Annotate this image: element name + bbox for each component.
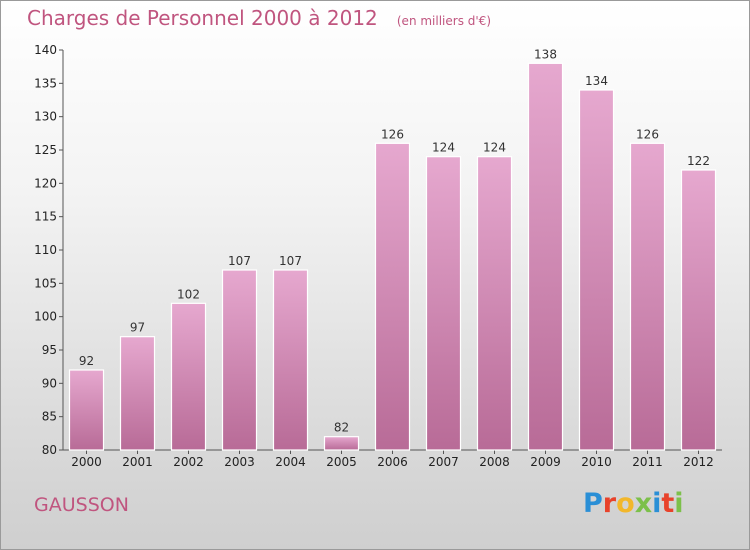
logo-letter: x [634,488,653,519]
x-tick-label: 2003 [224,455,255,469]
x-tick-label: 2000 [71,455,102,469]
bar-2005 [323,436,360,451]
data-label: 124 [483,141,506,155]
y-tick-label: 90 [42,376,57,390]
bar-2009 [527,62,564,451]
y-tick-label: 120 [34,176,57,190]
x-tick-label: 2010 [581,455,612,469]
bar-2008 [476,156,513,451]
logo-letter: t [661,488,675,519]
y-tick-label: 100 [34,310,57,324]
bar-2002 [170,302,207,451]
data-label: 122 [687,154,710,168]
data-label: 97 [130,321,145,335]
x-tick-label: 2008 [479,455,510,469]
data-label: 126 [381,127,404,141]
x-tick-label: 2001 [122,455,153,469]
data-label: 92 [79,354,94,368]
bar-2001 [119,336,156,451]
data-label: 102 [177,287,200,301]
x-tick-label: 2006 [377,455,408,469]
x-tick-label: 2012 [683,455,714,469]
data-label: 107 [228,254,251,268]
data-label: 138 [534,47,557,61]
y-tick-label: 85 [42,410,57,424]
proxiti-logo[interactable]: Proxiti [583,488,684,519]
bar-2004 [272,269,309,451]
bar-2003 [221,269,258,451]
x-tick-label: 2005 [326,455,357,469]
x-tick-label: 2009 [530,455,561,469]
y-tick-label: 110 [34,243,57,257]
bars-group [68,62,717,451]
data-label: 124 [432,141,455,155]
y-tick-label: 130 [34,110,57,124]
chart-subtitle: (en milliers d'€) [396,14,491,28]
bar-2012 [680,169,717,451]
x-tick-label: 2002 [173,455,204,469]
bar-2006 [374,142,411,451]
logo-letter: i [652,488,662,519]
y-tick-label: 135 [34,76,57,90]
bar-2010 [578,89,615,451]
data-label: 126 [636,127,659,141]
logo-letter: i [674,488,684,519]
data-label: 107 [279,254,302,268]
logo-letter: o [616,488,635,519]
x-tick-label: 2007 [428,455,459,469]
logo-letter: P [583,488,603,519]
title-line: Charges de Personnel 2000 à 2012 (en mil… [27,6,491,30]
commune-name: GAUSSON [34,494,129,516]
y-tick-label: 140 [34,43,57,57]
logo-letter: r [602,488,617,519]
y-tick-label: 125 [34,143,57,157]
x-tick-label: 2004 [275,455,306,469]
chart-title: Charges de Personnel 2000 à 2012 [27,6,378,30]
y-tick-label: 80 [42,443,57,457]
y-tick-label: 115 [34,210,57,224]
data-label: 82 [334,421,349,435]
bar-2011 [629,142,666,451]
y-tick-label: 95 [42,343,57,357]
bar-2007 [425,156,462,451]
data-label: 134 [585,74,608,88]
y-tick-label: 105 [34,276,57,290]
x-tick-label: 2011 [632,455,663,469]
bar-2000 [68,369,105,451]
labels-group: 2000 92 2001 97 2002 102 2003 107 2004 107 2005 82 2… [71,47,714,469]
